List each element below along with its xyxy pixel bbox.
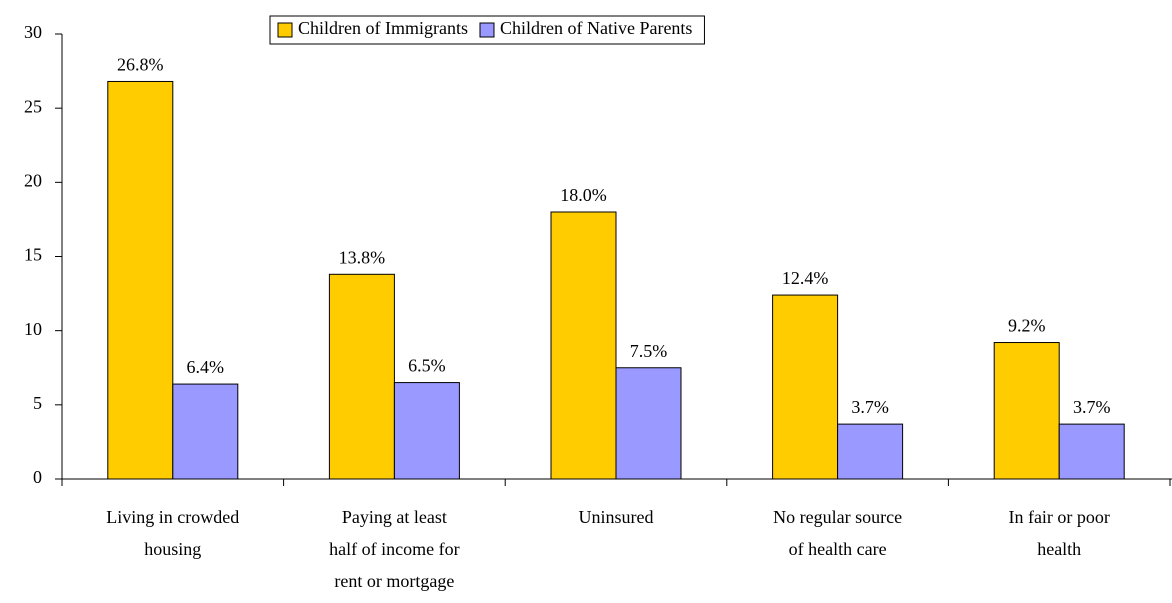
value-label: 6.5% — [408, 356, 446, 376]
x-tick-label: Uninsured — [579, 507, 654, 527]
legend-swatch — [479, 22, 495, 38]
y-tick-label: 5 — [33, 393, 42, 413]
value-label: 13.8% — [339, 247, 386, 267]
value-label: 6.4% — [187, 357, 225, 377]
legend-label: Children of Immigrants — [298, 18, 468, 38]
bar — [393, 382, 460, 480]
value-label: 18.0% — [560, 185, 607, 205]
y-tick-label: 25 — [24, 96, 42, 116]
bar — [837, 423, 904, 480]
bar — [107, 80, 174, 480]
x-tick-label: half of income for — [329, 539, 459, 559]
x-tick-label: health — [1037, 539, 1081, 559]
x-tick-label: rent or mortgage — [334, 571, 454, 591]
bar — [1058, 423, 1125, 480]
legend-label: Children of Native Parents — [500, 18, 692, 38]
x-tick-label: In fair or poor — [1008, 507, 1109, 527]
legend-swatch — [277, 22, 293, 38]
bar — [615, 367, 682, 480]
x-tick-label: of health care — [789, 539, 887, 559]
value-label: 7.5% — [630, 341, 668, 361]
value-label: 9.2% — [1008, 316, 1046, 336]
x-tick-label: housing — [144, 539, 201, 559]
y-tick-label: 20 — [24, 170, 42, 190]
x-tick-label: No regular source — [773, 507, 902, 527]
value-label: 12.4% — [782, 268, 829, 288]
x-tick-label: Living in crowded — [106, 507, 239, 527]
bar — [172, 383, 239, 480]
value-label: 3.7% — [1073, 397, 1111, 417]
value-label: 3.7% — [851, 397, 889, 417]
bar — [328, 273, 395, 480]
y-tick-label: 10 — [24, 319, 42, 339]
y-tick-label: 30 — [24, 22, 42, 42]
bar — [772, 294, 839, 480]
bar — [993, 342, 1060, 480]
y-tick-label: 0 — [33, 467, 42, 487]
value-label: 26.8% — [117, 55, 164, 75]
y-tick-label: 15 — [24, 245, 42, 265]
x-tick-label: Paying at least — [342, 507, 447, 527]
bar — [550, 211, 617, 480]
